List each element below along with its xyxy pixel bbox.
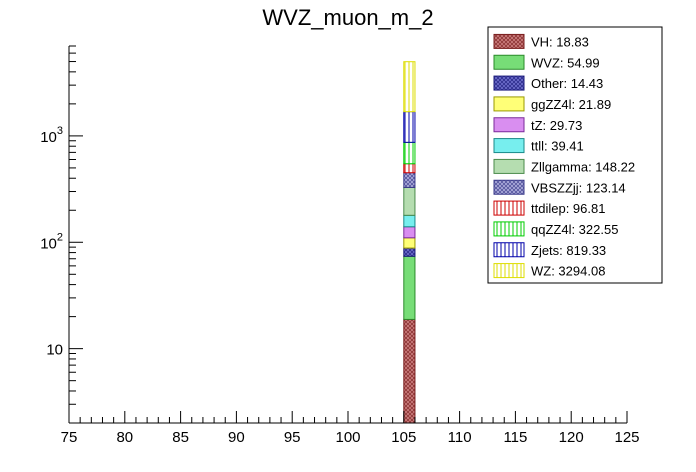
legend-label: qqZZ4l: 322.55 [531, 222, 618, 237]
legend-swatch [493, 263, 525, 279]
legend-label: ttdilep: 96.81 [531, 201, 605, 216]
legend-label: tZ: 29.73 [531, 118, 582, 133]
bar-segment-ttll [403, 214, 416, 228]
x-tick-label: 75 [61, 429, 78, 446]
legend-entry-zllgamma: Zllgamma: 148.22 [493, 158, 635, 174]
legend-swatch [493, 179, 525, 195]
legend-swatch [493, 75, 525, 91]
legend-entry-ttdilep: ttdilep: 96.81 [493, 200, 605, 216]
x-tick-label: 80 [116, 429, 133, 446]
bar-segment-ttdilep [403, 163, 416, 174]
bar-segment-vh [403, 318, 416, 424]
legend-entry-vh: VH: 18.83 [493, 33, 589, 49]
y-tick-label: 102 [40, 231, 63, 252]
legend-entry-zjets: Zjets: 819.33 [493, 242, 606, 258]
legend-label: ggZZ4l: 21.89 [531, 97, 611, 112]
bar-segment-zllgamma [403, 186, 416, 216]
legend-entry-other: Other: 14.43 [493, 75, 603, 91]
legend-entry-vbszzjj: VBSZZjj: 123.14 [493, 179, 626, 195]
axes: 75 80 85 90 95 100 105 110 115 120 125 10 102 103 [40, 45, 640, 446]
legend-entry-ttll: ttll: 39.41 [493, 138, 584, 154]
x-tick-label: 120 [559, 429, 584, 446]
legend-swatch [493, 242, 525, 258]
legend-swatch [493, 138, 525, 154]
y-tick-label: 103 [40, 125, 63, 146]
legend: VH: 18.83 WVZ: 54.99 Other: 14.43 ggZZ4l: 2… [487, 26, 663, 284]
legend-label: Zjets: 819.33 [531, 243, 606, 258]
x-tick-label: 90 [228, 429, 245, 446]
x-tick-label: 125 [614, 429, 639, 446]
legend-label: WVZ: 54.99 [531, 55, 600, 70]
histogram-bars [403, 61, 416, 424]
legend-label: Zllgamma: 148.22 [531, 159, 635, 174]
bar-segment-wvz [403, 255, 416, 320]
legend-swatch [493, 117, 525, 133]
legend-swatch [493, 221, 525, 237]
legend-entry-qqzz4l: qqZZ4l: 322.55 [493, 221, 618, 237]
x-tick-label: 105 [391, 429, 416, 446]
x-tick-label: 110 [448, 429, 472, 446]
legend-label: ttll: 39.41 [531, 139, 584, 154]
bar-segment-wz [403, 61, 416, 113]
x-tick-label: 115 [503, 429, 527, 446]
legend-entry-tz: tZ: 29.73 [493, 117, 582, 133]
legend-label: VH: 18.83 [531, 34, 589, 49]
bar-segment-zjets [403, 111, 416, 143]
legend-label: VBSZZjj: 123.14 [531, 180, 626, 195]
legend-swatch [493, 158, 525, 174]
legend-label: Other: 14.43 [531, 76, 603, 91]
x-tick-label: 85 [172, 429, 189, 446]
legend-swatch [493, 96, 525, 112]
bar-segment-qqzz4l [403, 141, 416, 165]
bar-segment-vbszzjj [403, 172, 416, 188]
bar-segment-other [403, 247, 416, 257]
x-tick-label: 95 [284, 429, 301, 446]
legend-entry-wvz: WVZ: 54.99 [493, 54, 600, 70]
legend-swatch [493, 200, 525, 216]
bar-segment-ggzz4l [403, 237, 416, 249]
legend-swatch [493, 54, 525, 70]
legend-entry-ggzz4l: ggZZ4l: 21.89 [493, 96, 611, 112]
bar-segment-tz [403, 226, 416, 239]
x-tick-label: 100 [335, 429, 360, 446]
legend-swatch [493, 33, 525, 49]
legend-entry-wz: WZ: 3294.08 [493, 263, 605, 279]
chart-title: WVZ_muon_m_2 [262, 5, 433, 30]
y-tick-label: 10 [46, 342, 63, 359]
legend-label: WZ: 3294.08 [531, 264, 605, 279]
